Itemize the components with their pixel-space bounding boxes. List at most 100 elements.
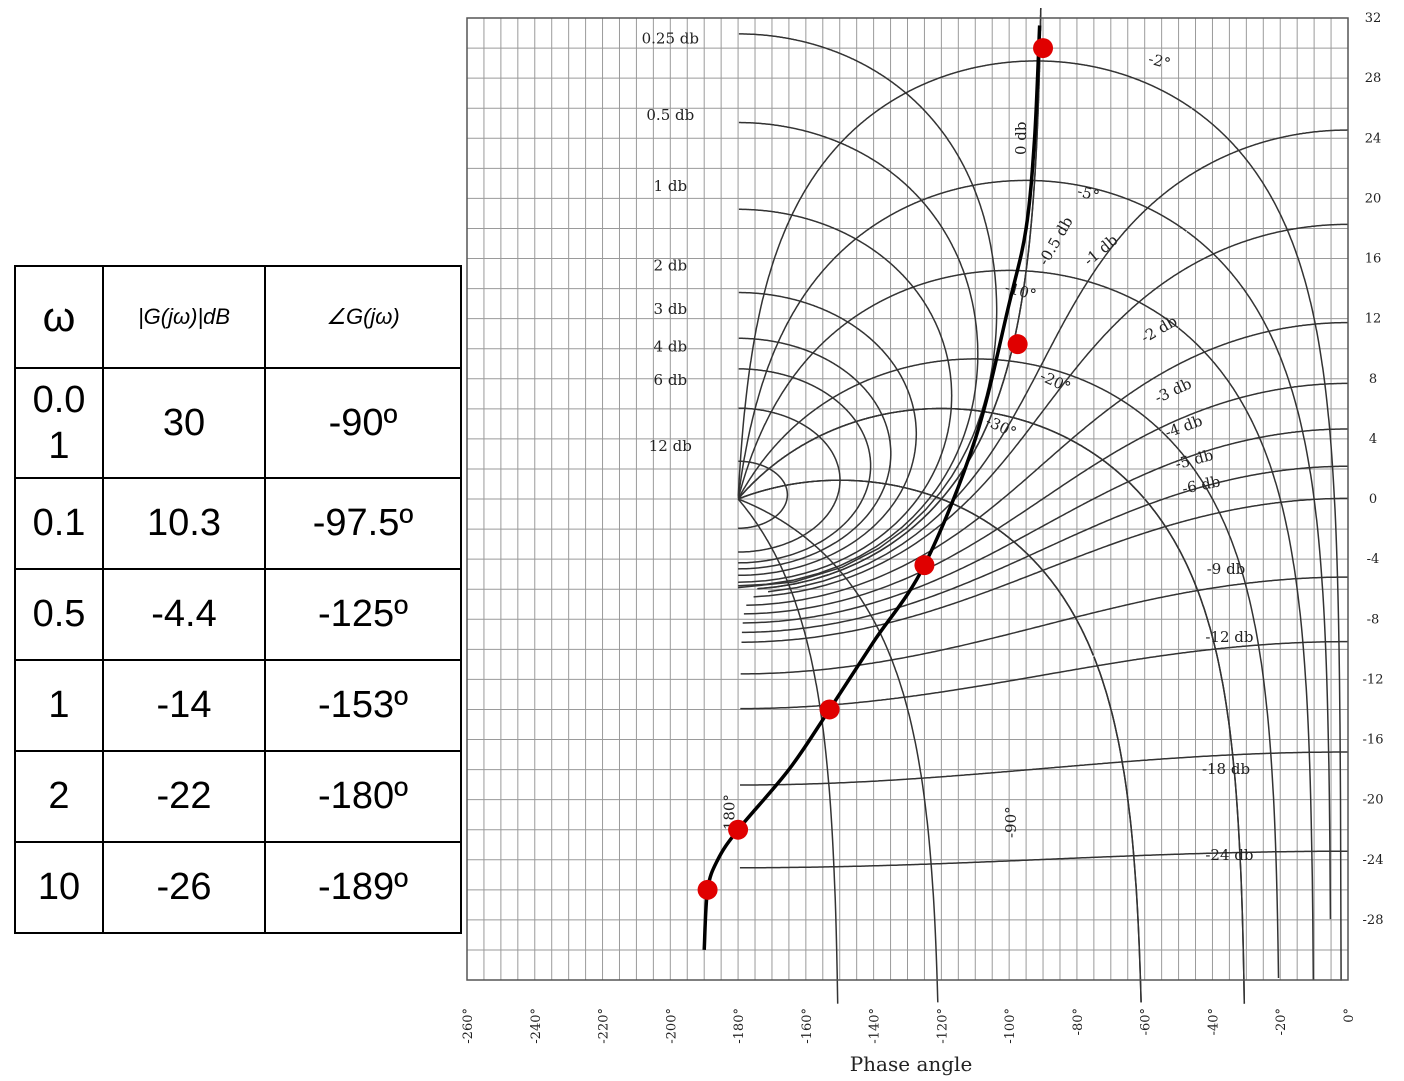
cell-phase: -189º	[264, 841, 462, 934]
cell-magnitude: -26	[102, 841, 266, 934]
y-tick-label: 32	[1365, 11, 1382, 26]
m-contour	[738, 337, 892, 570]
table-row: 0.1 10.3 -97.5º	[14, 477, 462, 570]
n-contour-label: -90°	[1002, 806, 1020, 838]
n-contour	[737, 479, 1142, 1003]
x-tick-label: -220°	[597, 1008, 612, 1044]
m-contour-label: 0.25 db	[642, 30, 699, 48]
table-row: 1 -14 -153º	[14, 659, 462, 752]
x-tick-label: -140°	[868, 1008, 883, 1044]
m-contour	[743, 382, 1348, 615]
table-row: 0.01 30 -90º	[14, 367, 462, 479]
x-tick-label: -120°	[935, 1008, 950, 1044]
data-point	[697, 879, 718, 900]
chart-series	[697, 25, 1054, 951]
m-contour-label: 3 db	[654, 300, 688, 318]
y-tick-label: -16	[1363, 733, 1384, 748]
m-contour	[738, 33, 998, 589]
n-contour	[737, 269, 1315, 981]
n-contour	[737, 358, 1280, 979]
m-contour-label: -24 db	[1205, 846, 1253, 864]
m-contour	[738, 291, 918, 577]
cell-magnitude: -22	[102, 750, 266, 843]
x-tick-label: 0°	[1342, 1008, 1357, 1023]
m-contour	[740, 640, 1348, 710]
x-tick-label: -180°	[732, 1008, 747, 1044]
m-contour-label: 0.5 db	[646, 106, 694, 124]
y-tick-label: 12	[1365, 312, 1382, 327]
data-point	[914, 555, 935, 576]
header-omega: ω	[14, 265, 104, 369]
m-contour-label: -12 db	[1205, 628, 1253, 646]
y-tick-label: 24	[1365, 131, 1382, 146]
m-contour	[740, 751, 1348, 786]
data-point	[1007, 334, 1028, 355]
m-contour-label: 12 db	[649, 437, 692, 455]
m-contour-label: -6 db	[1181, 472, 1222, 498]
chart-ticks: -260° -240° -220° -200° -180° -160° -140° -120°…	[461, 11, 1383, 1044]
x-tick-label: -40°	[1206, 1008, 1221, 1035]
m-contour-label: -9 db	[1207, 560, 1246, 578]
data-point	[819, 699, 840, 720]
m-contour	[753, 223, 1348, 598]
m-contour	[742, 428, 1348, 624]
m-contour-label: 0 db	[1012, 121, 1030, 155]
nichols-chart: -260° -240° -220° -200° -180° -160° -140° -120°…	[461, 8, 1383, 1076]
m-contour-label: -18 db	[1202, 760, 1250, 778]
y-tick-label: 8	[1369, 372, 1377, 387]
y-tick-label: 16	[1365, 252, 1382, 267]
cell-phase: -180º	[264, 750, 462, 843]
n-contour	[737, 498, 939, 1003]
cell-magnitude: 30	[102, 367, 266, 479]
n-contour	[738, 479, 1142, 1003]
plot-frame	[466, 17, 1349, 981]
m-contour	[741, 465, 1348, 634]
cell-magnitude: -14	[102, 659, 266, 752]
cell-omega: 2	[14, 750, 104, 843]
m-contour	[738, 208, 953, 583]
n-contour-label: -2°	[1147, 50, 1173, 73]
m-contour	[739, 850, 1348, 869]
table-header-row: ω |G(jω)|dB ∠G(jω)	[14, 265, 462, 369]
y-tick-label: -4	[1367, 552, 1380, 567]
n-contour	[737, 60, 1342, 981]
y-tick-label: 0	[1369, 492, 1377, 507]
x-tick-label: -80°	[1071, 1008, 1086, 1035]
cell-phase: -153º	[264, 659, 462, 752]
cell-phase: -97.5º	[264, 477, 462, 570]
cell-magnitude: 10.3	[102, 477, 266, 570]
y-tick-label: -28	[1363, 913, 1384, 928]
data-point	[1033, 38, 1054, 59]
y-tick-label: -8	[1367, 612, 1380, 627]
cell-phase: -125º	[264, 568, 462, 661]
m-contour-label: 2 db	[654, 257, 688, 275]
m-contour	[740, 576, 1348, 675]
header-phase: ∠G(jω)	[264, 265, 462, 369]
x-tick-label: -20°	[1274, 1008, 1289, 1035]
m-contour-label: 1 db	[654, 177, 688, 195]
m-contour	[738, 368, 872, 564]
cell-omega: 0.1	[14, 477, 104, 570]
table-row: 0.5 -4.4 -125º	[14, 568, 462, 661]
frequency-table: ω |G(jω)|dB ∠G(jω) 0.01 30 -90º 0.1 10.3…	[14, 265, 462, 934]
y-tick-label: 4	[1369, 432, 1377, 447]
chart-frame	[466, 17, 1349, 981]
cell-phase: -90º	[264, 367, 462, 479]
header-magnitude: |G(jω)|dB	[102, 265, 266, 369]
m-contour-label: -1 db	[1080, 231, 1121, 270]
x-tick-label: -100°	[1003, 1008, 1018, 1044]
y-tick-label: -12	[1363, 672, 1384, 687]
x-tick-label: -200°	[664, 1008, 679, 1044]
x-tick-label: -240°	[529, 1008, 544, 1044]
m-contour	[738, 460, 789, 530]
cell-omega-text: 0.01	[32, 379, 86, 467]
chart-grid	[466, 17, 1349, 981]
n-contour	[738, 407, 1246, 1004]
y-tick-label: 20	[1365, 191, 1382, 206]
n-contour-label: -5°	[1075, 182, 1101, 205]
series-line	[702, 25, 1042, 951]
y-tick-label: -20	[1363, 793, 1384, 808]
m-contour-label: -3 db	[1152, 374, 1195, 407]
m-contour-label: 4 db	[654, 338, 688, 356]
cell-magnitude: -4.4	[102, 568, 266, 661]
